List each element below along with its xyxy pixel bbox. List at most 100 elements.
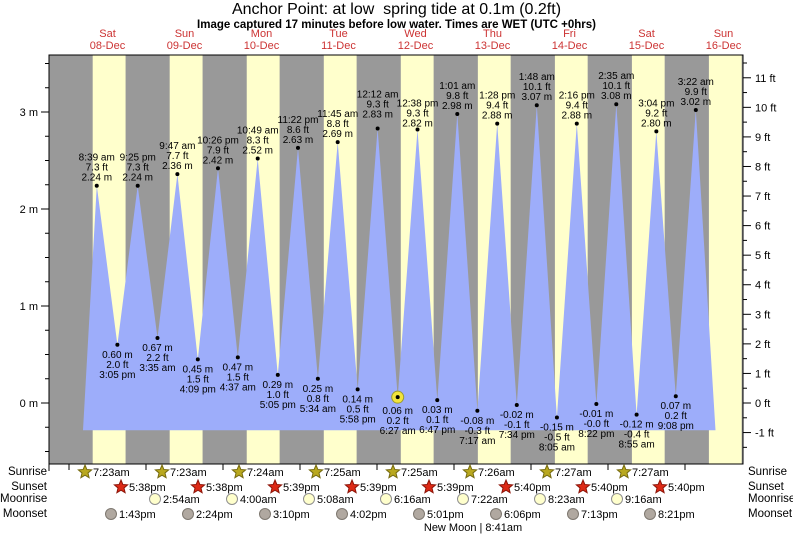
high-tide-label: 10.1 ft xyxy=(523,82,551,93)
tide-point-dot xyxy=(275,372,280,377)
day-header-name: Sun xyxy=(175,28,195,40)
moonrise-moon-icon xyxy=(380,493,392,505)
astro-rows: 7:23am 7:23am 7:24am 7:25am 7:25am 7:26am 7:27… xyxy=(77,463,705,521)
low-tide-label: 2.0 ft xyxy=(106,360,128,371)
high-tide-label: 11:22 pm xyxy=(278,115,319,126)
low-tide-label: 0.67 m xyxy=(142,343,173,354)
day-header-name: Tue xyxy=(329,28,348,40)
sunset-time: 5:38pm xyxy=(129,482,166,494)
high-tide-label: 11:45 am xyxy=(317,109,358,120)
tide-point-dot xyxy=(654,129,659,134)
low-tide-label: 6:27 am xyxy=(380,426,416,437)
moonrise-time: 9:16am xyxy=(625,494,662,506)
left-axis-label: 0 m xyxy=(20,398,38,410)
sunset-star-icon xyxy=(575,478,591,494)
tide-curve xyxy=(83,104,716,431)
tide-point-dot xyxy=(215,166,220,171)
high-tide-label: 3.07 m xyxy=(521,92,552,103)
moonrise-time: 5:08am xyxy=(317,494,354,506)
moonset-moon-icon xyxy=(259,508,271,520)
day-header-date: 16-Dec xyxy=(706,40,742,52)
high-tide-label: 9.4 ft xyxy=(486,101,508,112)
low-tide-label: -0.4 ft xyxy=(624,430,650,441)
low-tide-label: 4:37 am xyxy=(220,382,256,393)
tide-point-dot xyxy=(495,121,500,126)
sunset-time: 5:40pm xyxy=(591,482,628,494)
left-axis-label: 1 m xyxy=(20,301,38,313)
high-tide-label: 2.82 m xyxy=(402,118,433,129)
day-header-date: 10-Dec xyxy=(244,40,280,52)
moonset-row-label-right: Moonset xyxy=(748,508,793,520)
high-tide-label: 2:35 am xyxy=(598,71,634,82)
moonrise-moon-icon xyxy=(149,493,161,505)
right-axis-label: 5 ft xyxy=(755,250,770,262)
high-tide-label: 10:49 am xyxy=(237,126,279,137)
low-tide-label: 7:34 pm xyxy=(499,430,535,441)
tide-point-dot xyxy=(335,140,340,145)
sunset-time: 5:39pm xyxy=(283,482,320,494)
high-tide-label: 7.3 ft xyxy=(127,163,149,174)
low-tide-label: 5:34 am xyxy=(300,404,336,415)
right-axis-label: 9 ft xyxy=(755,132,770,144)
high-tide-label: 7.9 ft xyxy=(207,145,229,156)
tide-curve-group xyxy=(83,104,716,431)
low-tide-label: 0.5 ft xyxy=(347,404,369,415)
sunrise-time: 7:26am xyxy=(478,467,515,479)
tide-point-dot xyxy=(235,355,240,360)
moonrise-time: 7:22am xyxy=(471,494,508,506)
low-tide-label: 0.06 m xyxy=(382,406,413,417)
tide-point-dot xyxy=(435,398,440,403)
right-axis-label: 8 ft xyxy=(755,161,770,173)
high-tide-label: 9.8 ft xyxy=(446,91,468,102)
tide-point-dot xyxy=(514,402,519,407)
plot-border xyxy=(48,54,744,465)
sunrise-time: 7:25am xyxy=(401,467,438,479)
high-tide-label: 8:39 am xyxy=(79,153,115,164)
tide-point-dot xyxy=(673,394,678,399)
right-axis-label: 1 ft xyxy=(755,368,770,380)
high-tide-label: 12:38 pm xyxy=(397,98,439,109)
high-tide-label: 2.42 m xyxy=(203,155,234,166)
sunrise-star-icon xyxy=(308,463,324,479)
sunset-star-icon xyxy=(267,478,283,494)
moonrise-time: 4:00am xyxy=(240,494,277,506)
moonrise-moon-icon xyxy=(534,493,546,505)
high-tide-label: 1:01 am xyxy=(439,81,475,92)
right-axis-label: 2 ft xyxy=(755,339,770,351)
right-axis-label: 11 ft xyxy=(755,73,776,85)
sunset-star-icon xyxy=(190,478,206,494)
low-tide-label: 1.5 ft xyxy=(227,372,249,383)
tide-point-dot xyxy=(255,156,260,161)
low-tide-label: 4:09 pm xyxy=(180,384,216,395)
high-tide-label: 9.4 ft xyxy=(566,101,588,112)
moonset-moon-icon xyxy=(567,508,579,520)
high-tide-label: 9:25 pm xyxy=(120,153,156,164)
moonset-moon-icon xyxy=(336,508,348,520)
high-tide-label: 2.98 m xyxy=(442,101,473,112)
low-tide-label: 5:58 pm xyxy=(340,414,376,425)
sunset-time: 5:40pm xyxy=(668,482,705,494)
tide-point-dot xyxy=(554,415,559,420)
day-header-date: 13-Dec xyxy=(475,40,511,52)
day-header-name: Sat xyxy=(638,28,655,40)
high-tide-label: 2.88 m xyxy=(482,111,513,122)
moonrise-time: 6:16am xyxy=(394,494,431,506)
day-header-name: Wed xyxy=(404,28,426,40)
moonset-moon-icon xyxy=(490,508,502,520)
low-tide-label: 1.5 ft xyxy=(187,374,209,385)
high-tide-label: 10:26 pm xyxy=(197,135,239,146)
moonset-time: 2:24pm xyxy=(196,509,233,521)
moonset-time: 6:06pm xyxy=(504,509,541,521)
moonset-time: 7:13pm xyxy=(581,509,618,521)
day-header-name: Thu xyxy=(483,28,502,40)
sunset-star-icon xyxy=(498,478,514,494)
tide-point-dot xyxy=(594,401,599,406)
right-axis xyxy=(743,62,751,448)
low-tide-label: 0.47 m xyxy=(223,362,254,373)
tide-point-dot xyxy=(355,387,360,392)
high-tide-label: 9.2 ft xyxy=(645,108,667,119)
right-axis-label: 7 ft xyxy=(755,191,770,203)
day-header-date: 09-Dec xyxy=(167,40,203,52)
high-tide-label: 3.02 m xyxy=(681,97,712,108)
tide-point-dot xyxy=(195,357,200,362)
